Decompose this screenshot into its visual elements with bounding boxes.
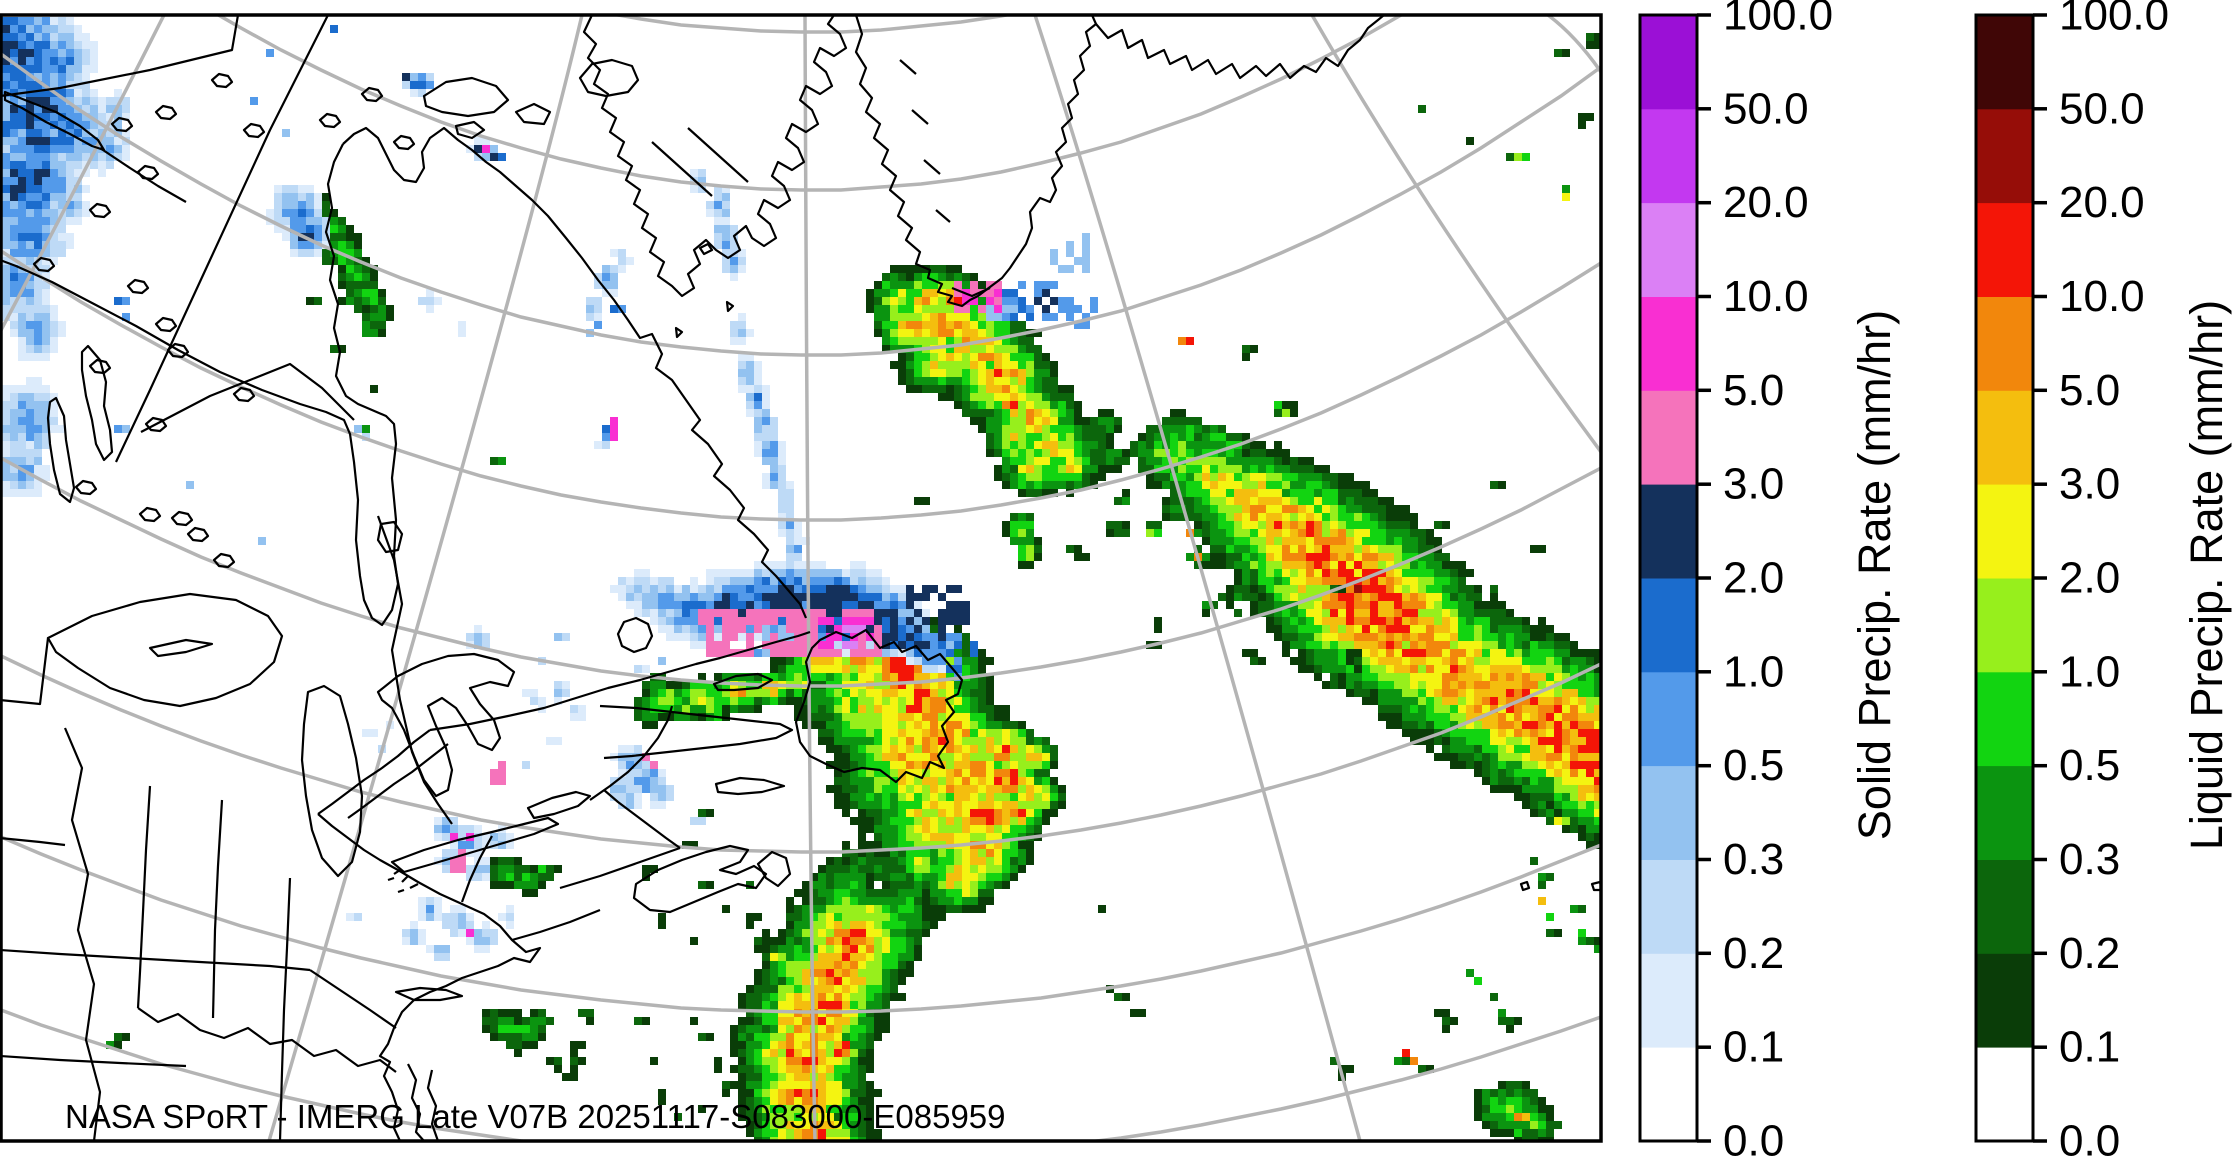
svg-text:5.0: 5.0: [1723, 366, 1784, 415]
svg-text:0.2: 0.2: [1723, 929, 1784, 978]
svg-text:2.0: 2.0: [1723, 554, 1784, 603]
svg-text:20.0: 20.0: [2059, 178, 2145, 227]
svg-text:0.3: 0.3: [2059, 835, 2120, 884]
svg-text:10.0: 10.0: [1723, 272, 1809, 321]
svg-text:1.0: 1.0: [1723, 647, 1784, 696]
svg-text:0.5: 0.5: [1723, 741, 1784, 790]
svg-text:100.0: 100.0: [2059, 0, 2169, 40]
svg-text:20.0: 20.0: [1723, 178, 1809, 227]
svg-text:Liquid Precip. Rate (mm/hr): Liquid Precip. Rate (mm/hr): [2181, 300, 2232, 850]
svg-text:0.5: 0.5: [2059, 741, 2120, 790]
svg-text:0.3: 0.3: [1723, 835, 1784, 884]
svg-text:NASA SPoRT - IMERG Late V07B 2: NASA SPoRT - IMERG Late V07B 20251117-S0…: [65, 1098, 1006, 1135]
svg-text:3.0: 3.0: [1723, 460, 1784, 509]
svg-text:50.0: 50.0: [2059, 84, 2145, 133]
svg-text:5.0: 5.0: [2059, 366, 2120, 415]
svg-text:2.0: 2.0: [2059, 554, 2120, 603]
svg-text:0.2: 0.2: [2059, 929, 2120, 978]
svg-text:50.0: 50.0: [1723, 84, 1809, 133]
svg-text:10.0: 10.0: [2059, 272, 2145, 321]
svg-text:1.0: 1.0: [2059, 647, 2120, 696]
svg-text:0.1: 0.1: [2059, 1023, 2120, 1072]
svg-text:Solid Precip. Rate (mm/hr): Solid Precip. Rate (mm/hr): [1849, 310, 1900, 840]
svg-text:3.0: 3.0: [2059, 460, 2120, 509]
svg-text:100.0: 100.0: [1723, 0, 1833, 40]
svg-text:0.0: 0.0: [1723, 1117, 1784, 1166]
svg-text:0.0: 0.0: [2059, 1117, 2120, 1166]
svg-text:0.1: 0.1: [1723, 1023, 1784, 1072]
